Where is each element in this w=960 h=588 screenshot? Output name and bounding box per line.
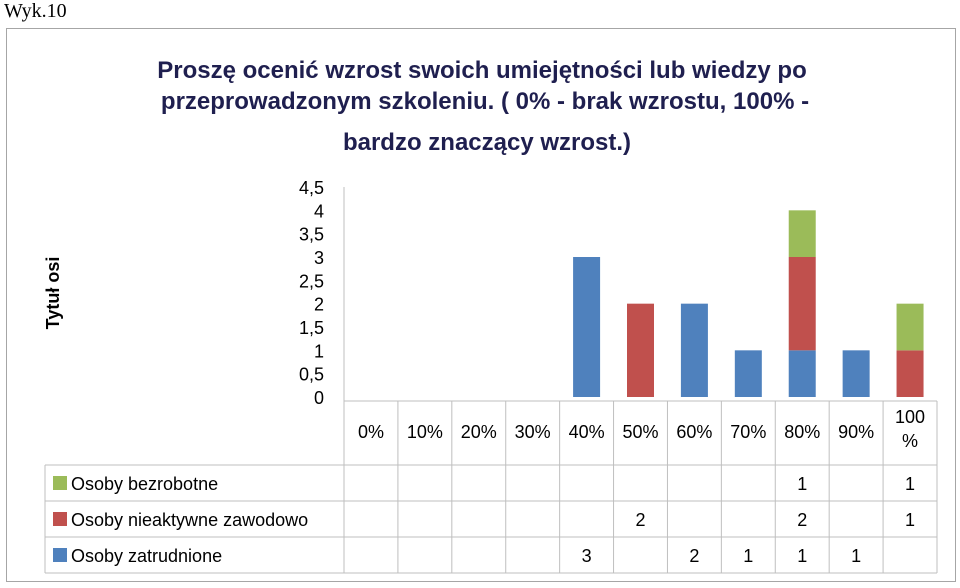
figure-label: Wyk.10 <box>4 0 67 22</box>
data-table-value: 2 <box>635 510 645 530</box>
y-tick-label: 1 <box>314 341 324 361</box>
bar-segment <box>896 303 924 351</box>
data-table-value: 1 <box>905 474 915 494</box>
data-table-value: 1 <box>743 546 753 566</box>
y-tick-label: 0,5 <box>299 365 324 385</box>
x-category-label: 80% <box>784 422 820 442</box>
data-table: Osoby bezrobotne 1 1 Osoby nieaktywne zawod… <box>44 187 938 574</box>
bar-segment <box>627 303 654 397</box>
bar-segment <box>788 350 816 397</box>
bar-segment <box>788 257 816 351</box>
legend-label: Osoby bezrobotne <box>71 474 218 494</box>
chart-title-line: Proszę ocenić wzrost swoich umiejętności… <box>157 57 806 84</box>
data-table-value: 1 <box>851 546 861 566</box>
x-category-label: 40% <box>569 422 605 442</box>
bars <box>573 210 924 397</box>
x-category-label: 100% <box>895 407 925 451</box>
y-axis-ticks: 0 0,5 1 1,5 2 2,5 3 3,5 4 4,5 <box>299 178 324 408</box>
y-tick-label: 4,5 <box>299 178 324 198</box>
legend-key <box>53 512 67 526</box>
x-category-label: 30% <box>515 422 551 442</box>
y-tick-label: 2 <box>314 295 324 315</box>
data-table-value: 2 <box>797 510 807 530</box>
x-category-label: 60% <box>676 422 712 442</box>
bar-segment <box>842 350 870 397</box>
legend-label: Osoby zatrudnione <box>71 546 222 566</box>
chart-title-line: przeprowadzonym szkoleniu. ( 0% - brak w… <box>161 88 809 115</box>
data-table-value: 1 <box>905 510 915 530</box>
data-table-value: 3 <box>582 546 592 566</box>
x-category-label: 10% <box>407 422 443 442</box>
y-tick-label: 2,5 <box>299 271 324 291</box>
x-axis-categories: 0% 10% 20% 30% 40% 50% 60% 70% 80% 90% 100% <box>358 407 925 451</box>
chart-title: Proszę ocenić wzrost swoich umiejętności… <box>157 57 809 156</box>
y-tick-label: 0 <box>314 388 324 408</box>
bar-segment <box>680 303 708 397</box>
chart-title-line: bardzo znaczący wzrost.) <box>343 129 631 156</box>
x-category-label: 20% <box>461 422 497 442</box>
y-tick-label: 3,5 <box>299 225 324 245</box>
y-axis-title-text: Tytuł osi <box>43 257 63 330</box>
x-category-label: 0% <box>358 422 384 442</box>
bar-segment <box>734 350 762 397</box>
legend-key <box>53 476 67 490</box>
chart-area: Proszę ocenić wzrost swoich umiejętności… <box>6 28 956 582</box>
x-category-label: 90% <box>838 422 874 442</box>
y-tick-label: 3 <box>314 248 324 268</box>
legend-label: Osoby nieaktywne zawodowo <box>71 510 308 530</box>
chart-svg: Proszę ocenić wzrost swoich umiejętności… <box>43 57 938 574</box>
y-tick-label: 1,5 <box>299 318 324 338</box>
bar-segment <box>896 350 924 397</box>
data-table-value: 2 <box>689 546 699 566</box>
bar-segment <box>573 257 601 397</box>
bar-segment <box>788 210 816 257</box>
data-table-value: 1 <box>797 474 807 494</box>
x-category-label: 70% <box>730 422 766 442</box>
y-axis-title: Tytuł osi <box>43 257 63 330</box>
y-tick-label: 4 <box>314 201 324 221</box>
data-table-value: 1 <box>797 546 807 566</box>
legend-key <box>53 548 67 562</box>
x-category-label: 50% <box>622 422 658 442</box>
